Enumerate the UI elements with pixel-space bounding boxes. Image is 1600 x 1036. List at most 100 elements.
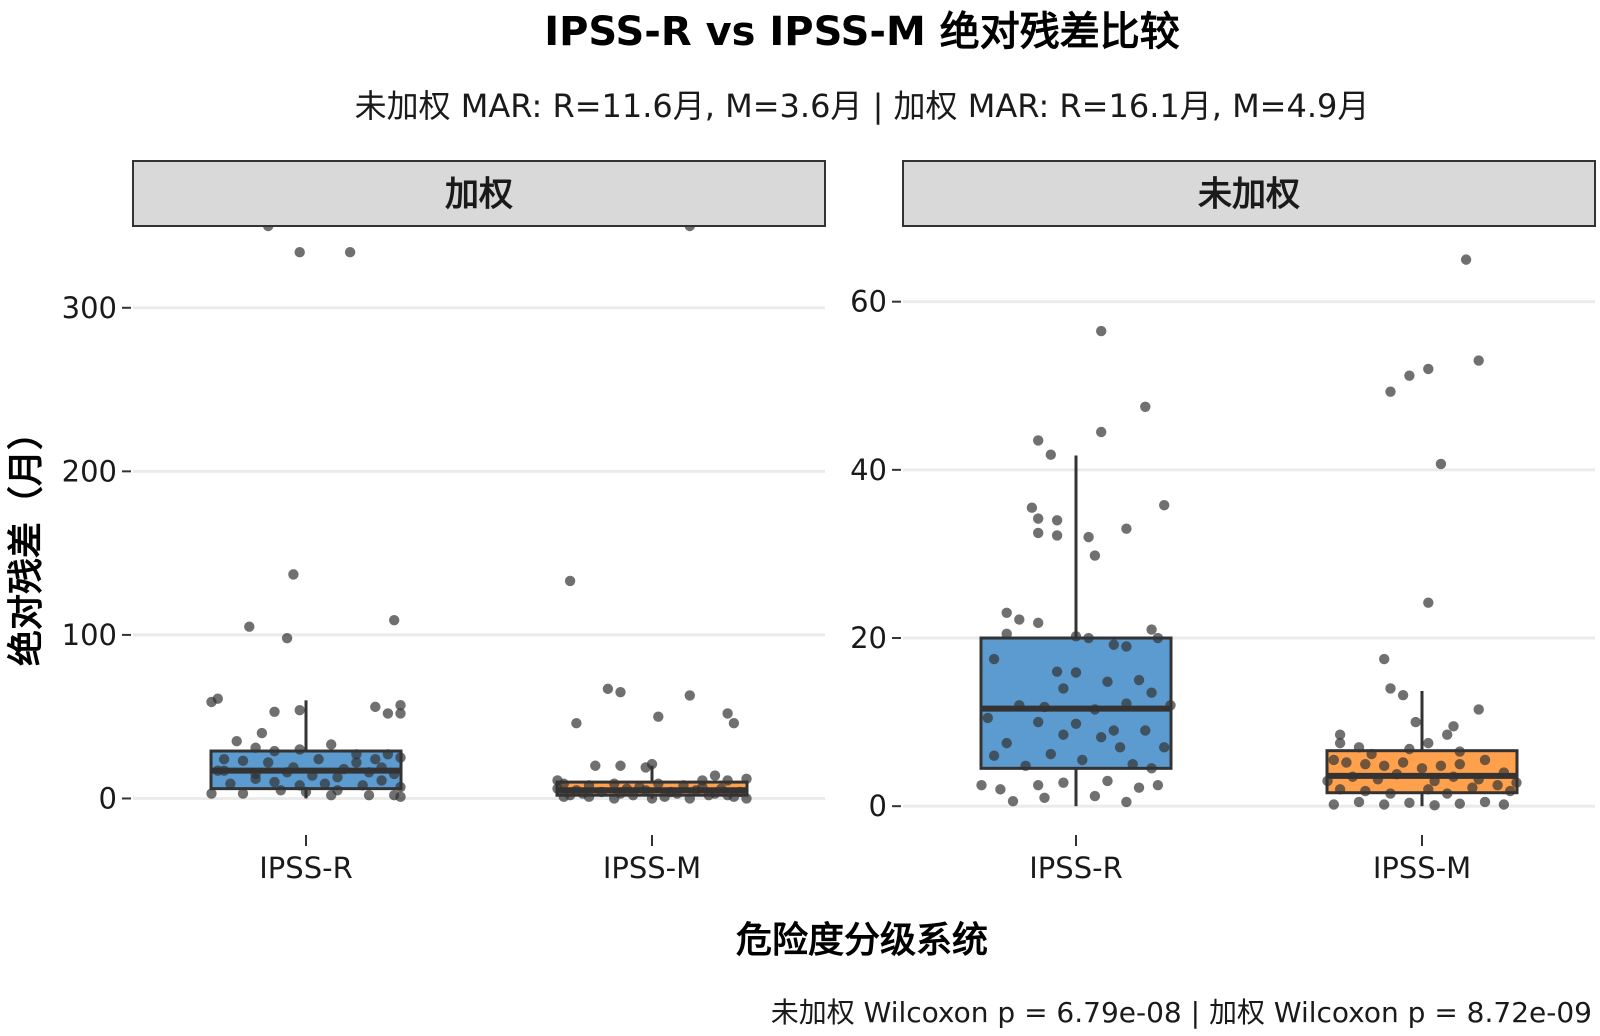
point-unweighted-ipss-m-20: [1454, 746, 1466, 757]
point-weighted-ipss-r-47: [300, 786, 312, 798]
point-weighted-ipss-m-23: [552, 783, 563, 794]
point-weighted-ipss-r-26: [313, 754, 324, 765]
strip-label-unweighted: 未加权: [1198, 175, 1300, 215]
point-weighted-ipss-m-35: [627, 789, 639, 801]
point-weighted-ipss-m-46: [697, 781, 708, 793]
point-unweighted-ipss-r-12: [1083, 531, 1094, 543]
point-unweighted-ipss-r-3: [1033, 435, 1044, 446]
point-unweighted-ipss-r-54: [1033, 779, 1044, 791]
point-unweighted-ipss-r-28: [1102, 676, 1113, 687]
point-weighted-ipss-r-43: [395, 781, 406, 793]
point-weighted-ipss-m-21: [741, 773, 752, 785]
point-unweighted-ipss-r-10: [1033, 527, 1044, 539]
point-unweighted-ipss-m-51: [1429, 800, 1440, 811]
point-unweighted-ipss-r-57: [1133, 782, 1145, 793]
point-unweighted-ipss-m-34: [1391, 769, 1403, 780]
point-unweighted-ipss-r-56: [1102, 775, 1113, 787]
point-weighted-ipss-m-36: [659, 791, 670, 803]
panel-weighted: 0 100 200 300 加权 IPSS-R IPSS-M: [62, 160, 826, 885]
point-unweighted-ipss-r-23: [1152, 632, 1164, 644]
point-unweighted-ipss-m-13: [1442, 729, 1453, 740]
point-weighted-ipss-r-38: [269, 776, 280, 788]
point-unweighted-ipss-m-22: [1341, 757, 1352, 768]
point-weighted-ipss-r-1: [294, 246, 305, 258]
point-weighted-ipss-r-12: [395, 700, 406, 711]
strip-label-weighted: 加权: [445, 175, 513, 215]
point-unweighted-ipss-m-47: [1328, 799, 1340, 810]
point-weighted-ipss-m-10: [615, 760, 626, 771]
point-unweighted-ipss-m-5: [1435, 458, 1447, 470]
x-axis-title: 危险度分级系统: [736, 920, 988, 961]
point-weighted-ipss-r-20: [326, 739, 337, 750]
point-weighted-ipss-r-55: [376, 762, 387, 773]
point-weighted-ipss-m-45: [634, 781, 645, 793]
point-unweighted-ipss-r-5: [1159, 499, 1170, 511]
point-weighted-ipss-r-46: [275, 785, 286, 796]
point-unweighted-ipss-m-2: [1423, 363, 1434, 375]
point-unweighted-ipss-m-28: [1454, 758, 1466, 770]
point-unweighted-ipss-r-51: [1146, 763, 1157, 774]
point-weighted-ipss-m-5: [722, 708, 733, 719]
point-unweighted-ipss-r-6: [1026, 502, 1038, 513]
point-unweighted-ipss-r-33: [1089, 704, 1101, 715]
point-weighted-ipss-r-6: [389, 614, 400, 626]
point-weighted-ipss-r-24: [237, 755, 249, 767]
point-unweighted-ipss-r-4: [1045, 449, 1057, 460]
point-weighted-ipss-m-2: [602, 683, 614, 695]
point-unweighted-ipss-r-53: [995, 784, 1006, 795]
point-unweighted-ipss-m-50: [1404, 797, 1415, 809]
point-weighted-ipss-r-15: [256, 727, 268, 739]
point-weighted-ipss-r-5: [281, 632, 293, 644]
point-unweighted-ipss-r-59: [1039, 792, 1050, 803]
point-unweighted-ipss-m-18: [1423, 737, 1434, 749]
point-unweighted-ipss-m-19: [1366, 748, 1377, 760]
y-tick-label-300: 300: [62, 291, 117, 325]
point-unweighted-ipss-m-4: [1385, 386, 1396, 397]
point-weighted-ipss-r-40: [319, 778, 331, 789]
point-weighted-ipss-m-41: [577, 788, 588, 799]
point-unweighted-ipss-r-60: [1089, 790, 1101, 802]
point-weighted-ipss-r-56: [250, 773, 261, 785]
point-unweighted-ipss-r-35: [1165, 700, 1176, 711]
point-unweighted-ipss-r-8: [1051, 515, 1063, 526]
point-unweighted-ipss-r-47: [1045, 748, 1057, 760]
point-weighted-ipss-m-3: [615, 686, 626, 698]
point-weighted-ipss-r-17: [250, 742, 261, 753]
point-unweighted-ipss-m-31: [1322, 775, 1333, 787]
panel-unweighted: 0 20 40 60 未加权 IPSS-R IPSS-M: [850, 160, 1596, 885]
point-unweighted-ipss-r-30: [1146, 687, 1157, 698]
iqr-box: [979, 636, 1173, 770]
point-unweighted-ipss-m-3: [1404, 370, 1415, 381]
point-weighted-ipss-r-0: [263, 226, 274, 232]
point-unweighted-ipss-r-22: [1121, 641, 1132, 652]
point-weighted-ipss-r-2: [344, 246, 356, 258]
point-unweighted-ipss-r-39: [1108, 725, 1120, 736]
point-unweighted-ipss-m-21: [1328, 754, 1340, 766]
point-unweighted-ipss-r-58: [1152, 779, 1164, 791]
point-unweighted-ipss-r-2: [1096, 426, 1107, 438]
point-unweighted-ipss-m-49: [1379, 799, 1390, 810]
point-unweighted-ipss-r-9: [1121, 523, 1132, 534]
point-unweighted-ipss-m-24: [1379, 760, 1390, 772]
point-weighted-ipss-r-54: [288, 762, 299, 773]
point-weighted-ipss-r-45: [237, 788, 249, 799]
point-unweighted-ipss-m-27: [1435, 760, 1447, 772]
point-unweighted-ipss-r-14: [1001, 607, 1012, 618]
y-tick-label-100: 100: [62, 618, 117, 652]
point-weighted-ipss-m-37: [684, 793, 695, 804]
chart-subtitle: 未加权 MAR: R=11.6月, M=3.6月 | 加权 MAR: R=16.…: [355, 87, 1370, 125]
point-unweighted-ipss-r-7: [1033, 513, 1044, 524]
point-unweighted-ipss-m-42: [1385, 788, 1396, 799]
point-unweighted-ipss-m-53: [1479, 796, 1491, 808]
point-unweighted-ipss-r-16: [1033, 617, 1044, 629]
chart-caption: 未加权 Wilcoxon p = 6.79e-08 | 加权 Wilcoxon …: [771, 996, 1592, 1029]
point-unweighted-ipss-r-0: [1096, 325, 1107, 337]
point-weighted-ipss-m-16: [609, 778, 620, 789]
point-weighted-ipss-m-42: [615, 788, 626, 799]
point-weighted-ipss-r-53: [338, 763, 349, 775]
point-weighted-ipss-r-3: [288, 569, 299, 580]
point-weighted-ipss-r-28: [370, 754, 381, 765]
point-unweighted-ipss-r-1: [1140, 401, 1151, 412]
y-axis-title: 绝对残差（月）: [5, 414, 47, 666]
